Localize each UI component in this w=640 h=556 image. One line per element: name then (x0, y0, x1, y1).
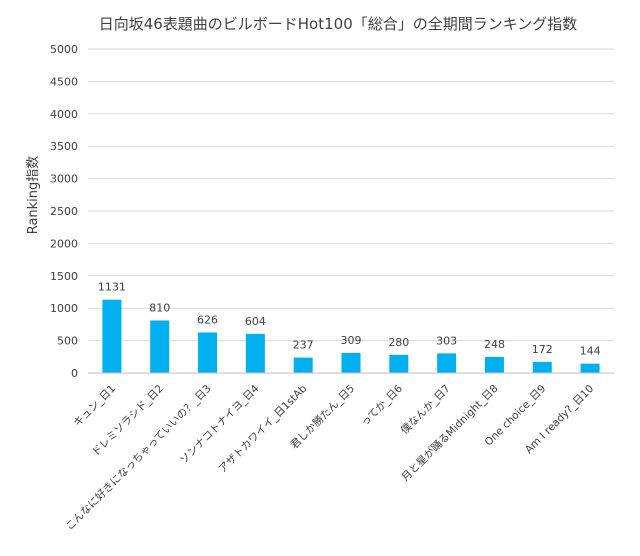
data-label: 303 (436, 334, 457, 347)
data-label: 810 (149, 302, 170, 315)
data-label: 1131 (98, 281, 126, 294)
x-tick-label: アザトカワイイ_日1stAb (216, 382, 309, 475)
data-label: 604 (245, 315, 266, 328)
bar (437, 353, 457, 373)
x-axis-ticks: キュン_日1ドレミソラシド_日2こんなに好きになっちゃっていいの？_日3ソンナコ… (63, 382, 596, 533)
data-label: 237 (293, 339, 314, 352)
y-tick-label: 1000 (50, 302, 78, 315)
data-label: 248 (484, 338, 505, 351)
y-tick-label: 5000 (50, 43, 78, 56)
x-tick-label: ソンナコトナイヨ_日4 (178, 382, 262, 466)
bar (341, 352, 361, 373)
data-label: 144 (580, 345, 601, 358)
y-tick-label: 500 (57, 335, 78, 348)
y-tick-label: 3500 (50, 140, 78, 153)
y-tick-label: 2000 (50, 237, 78, 250)
y-tick-label: 2500 (50, 205, 78, 218)
y-tick-label: 1500 (50, 270, 78, 283)
bar (198, 332, 218, 373)
y-tick-label: 3000 (50, 173, 78, 186)
x-tick-label: 僕なんか_日7 (398, 382, 453, 437)
gridlines (88, 48, 614, 342)
y-tick-label: 4500 (50, 75, 78, 88)
bar (245, 333, 265, 373)
y-axis-ticks: 0 500 1000 1500 2000 2500 3000 3500 4000 4500 5000 (50, 43, 78, 380)
bars (102, 299, 600, 373)
y-tick-label: 4000 (50, 108, 78, 121)
bar (293, 357, 313, 373)
bar (532, 361, 552, 373)
bar (484, 356, 504, 373)
data-label: 309 (341, 334, 362, 347)
x-tick-label: ってか_日6 (359, 382, 405, 428)
bar (580, 363, 600, 373)
chart-title: 日向坂46表題曲のビルボードHot100「総合」の全期間ランキング指数 (99, 15, 578, 33)
bar (102, 299, 122, 373)
x-tick-label: キュン_日1 (71, 383, 118, 430)
bar (389, 354, 409, 373)
bar (150, 320, 170, 373)
data-label: 626 (197, 313, 218, 326)
y-axis-label: Ranking指数 (26, 156, 41, 235)
data-label: 172 (532, 343, 553, 356)
x-tick-label: 月と星が踊るMidnight_日8 (399, 382, 501, 484)
y-tick-label: 0 (71, 367, 78, 380)
data-label: 280 (388, 336, 409, 349)
data-labels: 1131 810 626 604 237 309 280 303 248 172 144 (98, 281, 601, 358)
